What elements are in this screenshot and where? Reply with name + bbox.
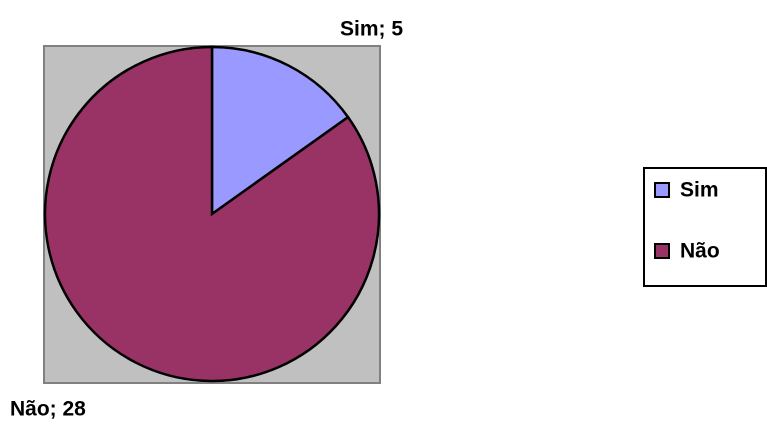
pie-slice — [43, 45, 381, 383]
legend-label: Não — [680, 240, 720, 263]
data-label: Sim; 5 — [340, 18, 403, 41]
legend-swatch — [654, 243, 670, 259]
pie-slice — [210, 45, 350, 217]
legend-swatch — [654, 182, 670, 198]
data-label: Não; 28 — [10, 398, 86, 421]
legend-label: Sim — [680, 179, 719, 202]
